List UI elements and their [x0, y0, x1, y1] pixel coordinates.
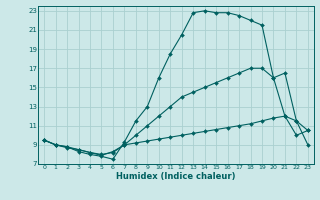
X-axis label: Humidex (Indice chaleur): Humidex (Indice chaleur)	[116, 172, 236, 181]
